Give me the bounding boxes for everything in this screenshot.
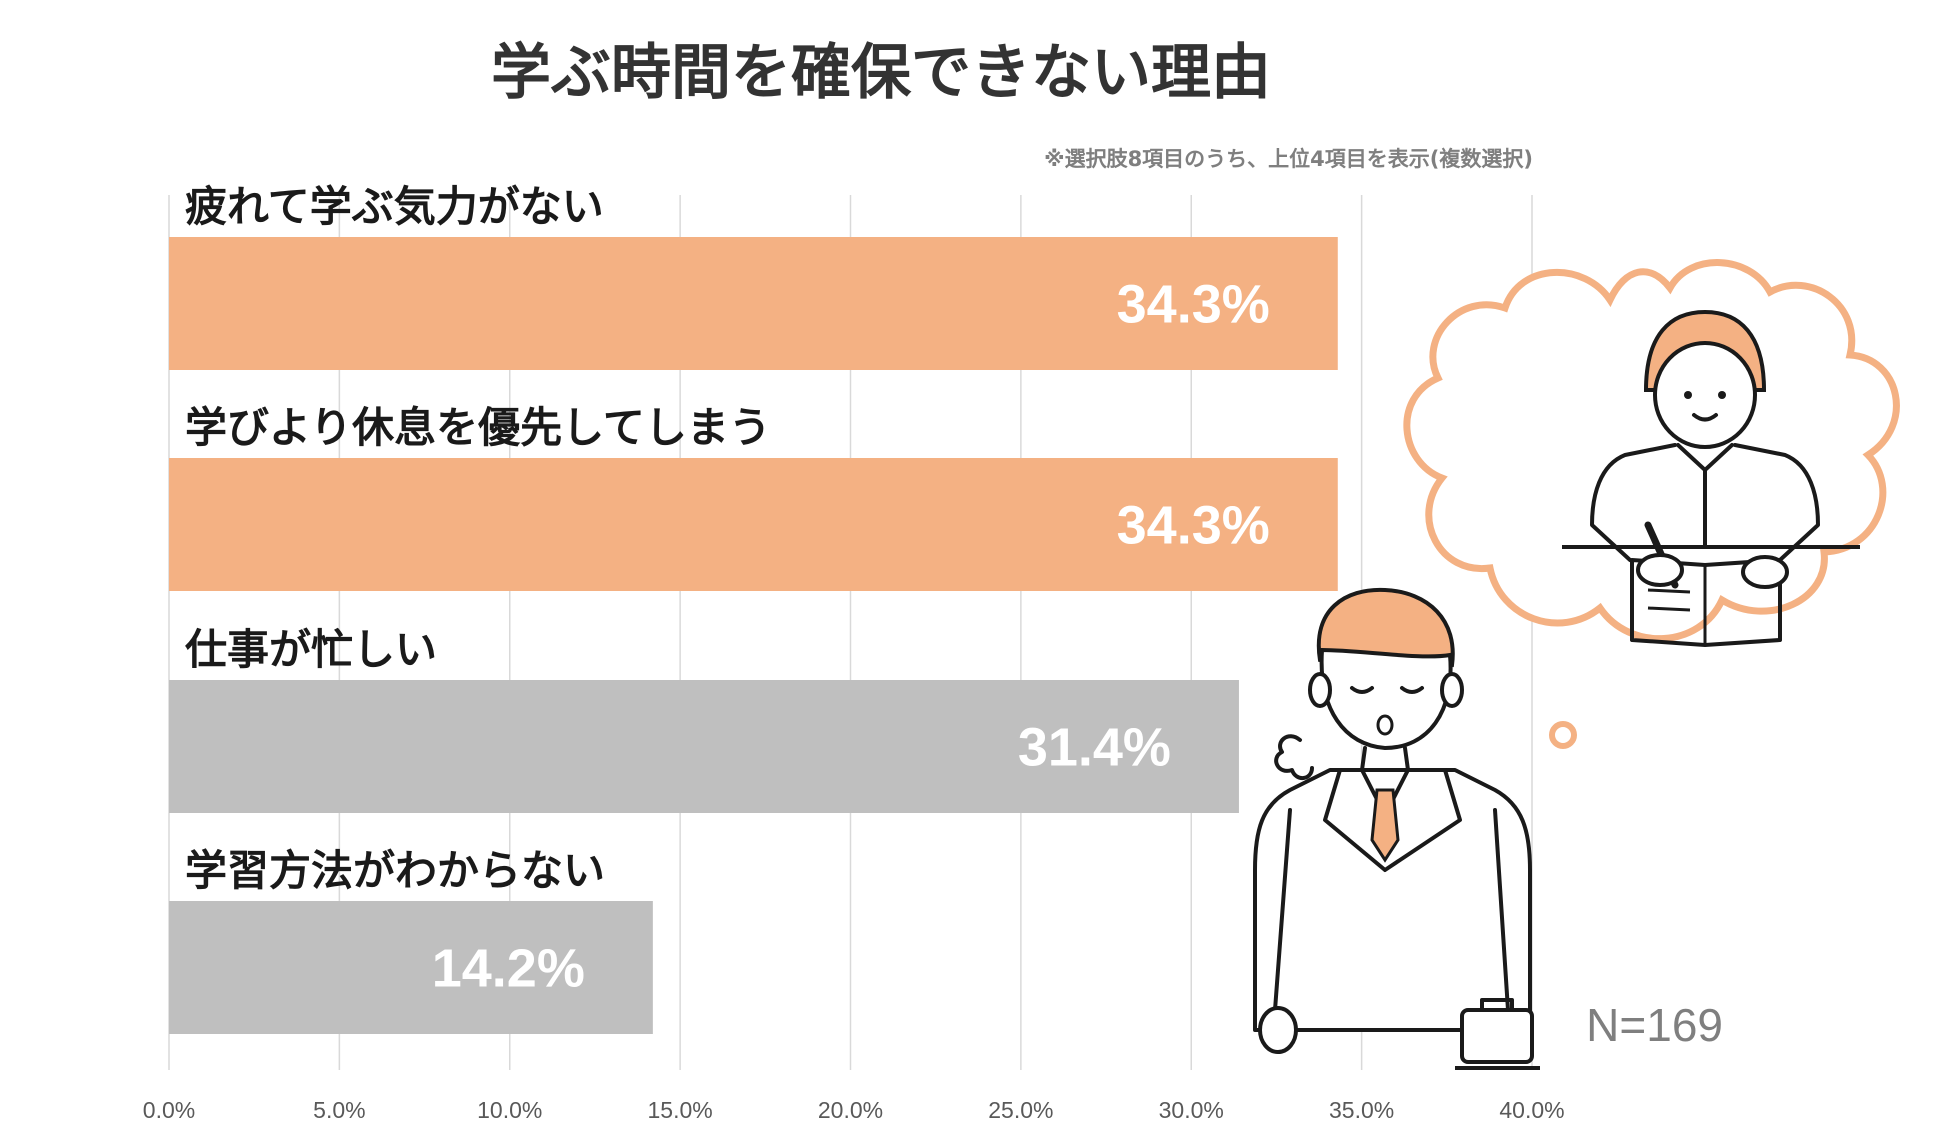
x-tick-label: 25.0% bbox=[988, 1097, 1053, 1123]
x-tick-label: 5.0% bbox=[313, 1097, 365, 1123]
x-tick-label: 30.0% bbox=[1159, 1097, 1224, 1123]
category-label: 仕事が忙しい bbox=[185, 625, 437, 674]
value-label: 31.4% bbox=[1018, 718, 1171, 778]
value-label: 14.2% bbox=[432, 939, 585, 999]
x-tick-label: 10.0% bbox=[477, 1097, 542, 1123]
value-label: 34.3% bbox=[1117, 496, 1270, 556]
category-label: 学びより休息を優先してしまう bbox=[185, 403, 771, 452]
bar-4 bbox=[169, 901, 653, 1034]
chart-note: ※選択肢8項目のうち、上位4項目を表示(複数選択) bbox=[1044, 147, 1533, 171]
x-tick-label: 20.0% bbox=[818, 1097, 883, 1123]
bar-1 bbox=[169, 237, 1338, 370]
x-axis-ticks: 0.0% 5.0% 10.0% 15.0% 20.0% 25.0% 30.0% 35.0% 40… bbox=[143, 1097, 1565, 1123]
bars bbox=[169, 237, 1338, 1034]
tired-businessman-icon bbox=[1253, 587, 1540, 1070]
x-tick-label: 40.0% bbox=[1499, 1097, 1564, 1123]
chart-title: 学ぶ時間を確保できない理由 bbox=[491, 38, 1271, 108]
x-tick-label: 35.0% bbox=[1329, 1097, 1394, 1123]
bar-3 bbox=[169, 680, 1239, 813]
bar-2 bbox=[169, 458, 1338, 591]
studying-person-icon bbox=[1562, 309, 1860, 647]
labels: 疲れて学ぶ気力がない 34.3% 学びより休息を優先してしまう 34.3% 仕事が忙しい… bbox=[185, 182, 1270, 999]
category-label: 疲れて学ぶ気力がない bbox=[185, 182, 604, 231]
thought-bubble-icon bbox=[1403, 259, 1900, 749]
value-label: 34.3% bbox=[1117, 275, 1270, 335]
x-tick-label: 15.0% bbox=[648, 1097, 713, 1123]
sample-size-label: N=169 bbox=[1586, 999, 1723, 1051]
category-label: 学習方法がわからない bbox=[185, 846, 605, 895]
x-tick-label: 0.0% bbox=[143, 1097, 195, 1123]
